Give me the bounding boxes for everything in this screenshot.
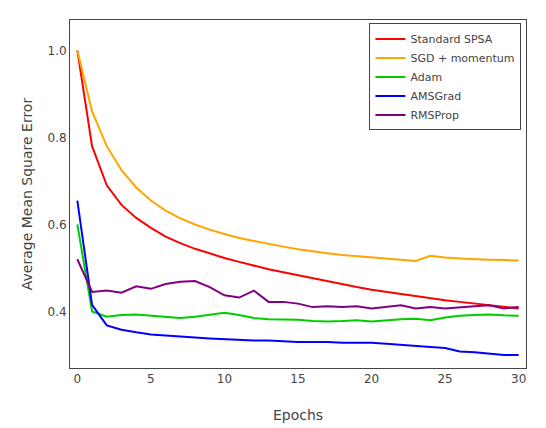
svg-text:25: 25 [437, 372, 452, 386]
svg-text:5: 5 [147, 372, 155, 386]
svg-text:Average Mean Square Error: Average Mean Square Error [19, 98, 35, 291]
svg-text:Adam: Adam [410, 71, 442, 84]
svg-text:1.0: 1.0 [48, 44, 67, 58]
svg-text:Standard SPSA: Standard SPSA [410, 33, 492, 46]
svg-text:30: 30 [511, 372, 526, 386]
svg-text:0.6: 0.6 [48, 218, 67, 232]
svg-text:Epochs: Epochs [273, 407, 323, 423]
svg-text:AMSGrad: AMSGrad [410, 90, 461, 103]
svg-text:SGD + momentum: SGD + momentum [410, 52, 514, 65]
svg-text:0: 0 [74, 372, 82, 386]
svg-text:RMSProp: RMSProp [410, 109, 459, 122]
svg-text:15: 15 [290, 372, 305, 386]
svg-text:20: 20 [364, 372, 379, 386]
svg-text:0.4: 0.4 [48, 305, 67, 319]
svg-text:0.8: 0.8 [48, 131, 67, 145]
svg-text:10: 10 [217, 372, 232, 386]
